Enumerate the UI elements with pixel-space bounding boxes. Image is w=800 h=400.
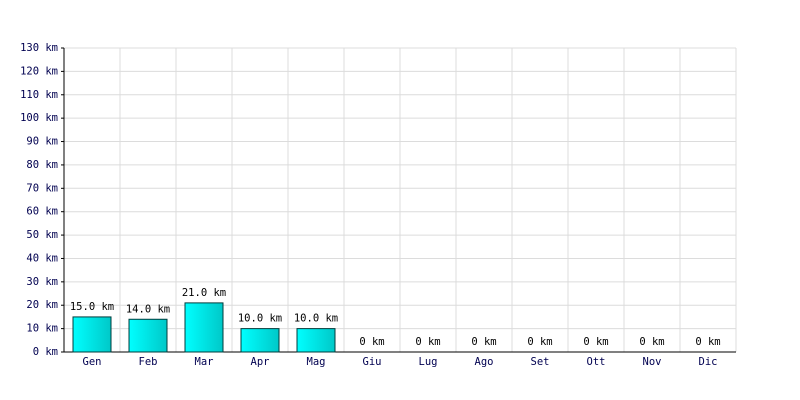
y-tick-label: 20 km bbox=[26, 299, 58, 311]
x-tick-label: Set bbox=[531, 356, 550, 368]
value-label: 0 km bbox=[583, 336, 608, 348]
x-tick-label: Apr bbox=[251, 356, 270, 368]
value-label: 15.0 km bbox=[70, 301, 114, 313]
y-tick-label: 90 km bbox=[26, 136, 58, 148]
value-label: 21.0 km bbox=[182, 287, 226, 299]
bar bbox=[240, 328, 280, 353]
value-label: 10.0 km bbox=[238, 313, 282, 325]
y-tick-label: 80 km bbox=[26, 159, 58, 171]
y-tick-label: 0 km bbox=[33, 346, 58, 358]
value-label: 0 km bbox=[359, 336, 384, 348]
y-tick-label: 60 km bbox=[26, 206, 58, 218]
y-tick-label: 110 km bbox=[20, 89, 58, 101]
y-tick-label: 10 km bbox=[26, 323, 58, 335]
value-label: 0 km bbox=[415, 336, 440, 348]
value-label: 10.0 km bbox=[294, 313, 338, 325]
y-tick-label: 130 km bbox=[20, 42, 58, 54]
value-label: 0 km bbox=[639, 336, 664, 348]
x-tick-label: Feb bbox=[139, 356, 158, 368]
x-tick-label: Mar bbox=[195, 356, 214, 368]
value-label: 14.0 km bbox=[126, 303, 170, 315]
x-tick-label: Ott bbox=[587, 356, 606, 368]
y-tick-label: 50 km bbox=[26, 229, 58, 241]
y-tick-label: 70 km bbox=[26, 182, 58, 194]
y-tick-label: 120 km bbox=[20, 65, 58, 77]
y-tick-label: 40 km bbox=[26, 252, 58, 264]
y-tick-label: 30 km bbox=[26, 276, 58, 288]
bar bbox=[72, 316, 112, 353]
x-tick-label: Mag bbox=[307, 356, 326, 368]
x-tick-label: Dic bbox=[699, 356, 718, 368]
y-tick-label: 100 km bbox=[20, 112, 58, 124]
x-tick-label: Giu bbox=[363, 356, 382, 368]
bar bbox=[184, 302, 224, 353]
value-label: 0 km bbox=[695, 336, 720, 348]
bar bbox=[296, 328, 336, 353]
value-label: 0 km bbox=[527, 336, 552, 348]
value-label: 0 km bbox=[471, 336, 496, 348]
bar bbox=[128, 318, 168, 353]
x-tick-label: Nov bbox=[643, 356, 662, 368]
x-tick-label: Lug bbox=[419, 356, 438, 368]
x-tick-label: Ago bbox=[475, 356, 494, 368]
x-tick-label: Gen bbox=[83, 356, 102, 368]
